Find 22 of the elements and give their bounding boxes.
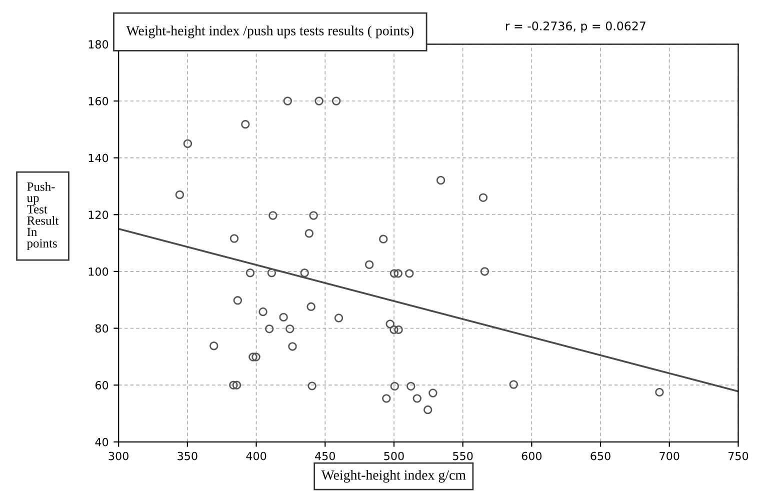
x-tick-label: 650 xyxy=(590,452,610,460)
y-tick-label: 100 xyxy=(88,267,108,276)
x-tick-label: 700 xyxy=(660,452,680,460)
y-tick-label: 140 xyxy=(88,154,108,162)
x-tick-label: 350 xyxy=(178,452,198,460)
y-tick-label: 160 xyxy=(88,96,108,106)
text: r = -0.2736, p = 0.0627 xyxy=(506,22,646,33)
chart-title: Weight-height index /push ups tests results ( points) xyxy=(126,26,414,38)
y-axis-title: Push- up Test Result In points xyxy=(26,182,59,250)
y-tick-label: 40 xyxy=(95,438,108,446)
y-tick-label: 80 xyxy=(95,324,108,333)
x-tick-label: 550 xyxy=(453,452,473,460)
y-tick-label: 60 xyxy=(95,381,108,390)
x-tick-label: 450 xyxy=(315,452,335,460)
x-tick-label: 300 xyxy=(108,452,128,460)
x-tick-label: 500 xyxy=(384,452,404,460)
x-tick-label: 400 xyxy=(246,452,266,460)
y-tick-label: 120 xyxy=(88,210,108,220)
x-tick-label: 750 xyxy=(728,452,748,460)
x-tick-label: 600 xyxy=(522,452,542,460)
y-tick-label: 180 xyxy=(88,40,108,49)
x-axis-title: Weight-height index g/cm xyxy=(321,470,466,483)
